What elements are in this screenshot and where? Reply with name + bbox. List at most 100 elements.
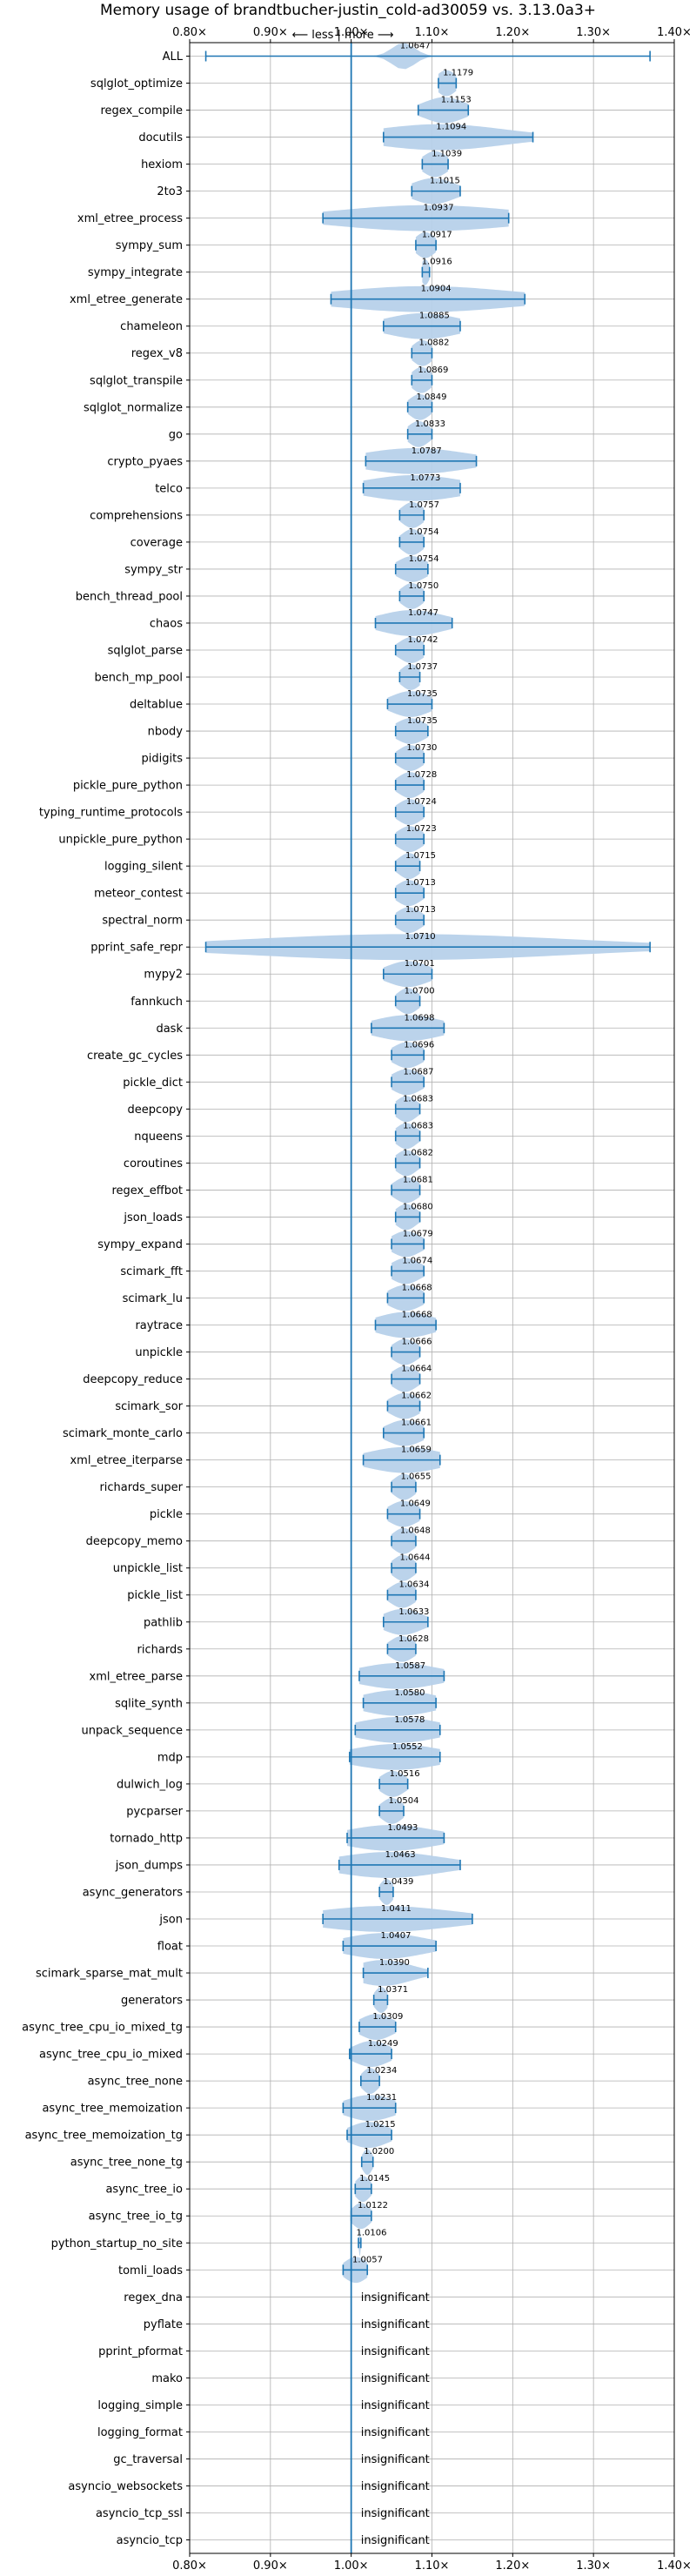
x-tick-label-top: 0.90× bbox=[253, 26, 288, 39]
category-label: float bbox=[157, 1941, 183, 1954]
value-label: 1.0057 bbox=[352, 2255, 383, 2264]
category-label: typing_runtime_protocols bbox=[39, 807, 183, 820]
value-label: 1.0730 bbox=[406, 743, 437, 753]
category-label: async_tree_cpu_io_mixed_tg bbox=[22, 2022, 183, 2035]
category-label: sqlglot_normalize bbox=[84, 401, 183, 414]
insignificant-label: insignificant bbox=[361, 2480, 430, 2493]
category-label: pprint_pformat bbox=[98, 2345, 183, 2358]
category-label: dask bbox=[156, 1023, 183, 1036]
insignificant-label: insignificant bbox=[361, 2507, 430, 2520]
x-tick-label-top: 1.00× bbox=[334, 26, 369, 39]
category-label: async_tree_memoization_tg bbox=[25, 2130, 183, 2143]
category-label: scimark_monte_carlo bbox=[63, 1427, 183, 1440]
value-label: 1.0849 bbox=[416, 392, 446, 402]
category-label: sympy_integrate bbox=[88, 266, 183, 279]
category-label: richards_super bbox=[99, 1481, 183, 1494]
x-tick-label-top: 1.20× bbox=[495, 26, 530, 39]
value-label: 1.0145 bbox=[359, 2174, 390, 2184]
value-label: 1.0516 bbox=[390, 1769, 420, 1779]
category-label: sympy_expand bbox=[97, 1238, 183, 1251]
category-label: sqlglot_parse bbox=[108, 644, 183, 657]
value-label: 1.0787 bbox=[412, 446, 442, 456]
value-label: 1.0747 bbox=[408, 608, 438, 618]
value-label: 1.0578 bbox=[394, 1715, 425, 1725]
value-label: 1.0710 bbox=[405, 932, 436, 942]
category-label: async_tree_none_tg bbox=[70, 2157, 183, 2170]
category-label: dulwich_log bbox=[117, 1778, 183, 1791]
value-label: 1.0869 bbox=[418, 366, 448, 375]
chart-title: Memory usage of brandtbucher-justin_cold… bbox=[100, 2, 596, 19]
insignificant-label: insignificant bbox=[361, 2399, 430, 2412]
value-label: 1.0682 bbox=[403, 1148, 433, 1157]
value-label: 1.0668 bbox=[402, 1311, 432, 1320]
label-layer: 0.80× 0.80× 0.90× 0.90× 1.00× 1.00× 1.10× 1.10×… bbox=[22, 26, 692, 2573]
category-label: xml_etree_iterparse bbox=[70, 1454, 183, 1467]
category-label: deepcopy_memo bbox=[86, 1535, 183, 1548]
value-label: 1.0647 bbox=[400, 42, 431, 51]
category-label: chaos bbox=[150, 617, 183, 630]
value-label: 1.0106 bbox=[357, 2228, 387, 2237]
category-label: unpickle bbox=[135, 1346, 183, 1359]
category-label: richards bbox=[137, 1643, 184, 1656]
value-label: 1.1094 bbox=[436, 123, 466, 132]
value-label: 1.0390 bbox=[379, 1958, 410, 1968]
category-label: pyflate bbox=[144, 2318, 183, 2331]
category-label: coroutines bbox=[124, 1157, 183, 1171]
category-label: 2to3 bbox=[157, 185, 183, 198]
value-label: 1.1179 bbox=[443, 69, 473, 78]
category-label: go bbox=[169, 428, 183, 441]
value-label: 1.0715 bbox=[405, 851, 436, 861]
value-label: 1.0701 bbox=[405, 959, 435, 969]
value-label: 1.0633 bbox=[398, 1607, 429, 1617]
insignificant-label: insignificant bbox=[361, 2453, 430, 2466]
category-label: hexiom bbox=[141, 158, 183, 171]
x-tick-label-bottom: 0.80× bbox=[172, 2559, 207, 2573]
category-label: scimark_sparse_mat_mult bbox=[36, 1968, 183, 1981]
x-tick-label-top: 1.40× bbox=[657, 26, 692, 39]
category-label: pickle bbox=[150, 1508, 183, 1521]
category-label: pathlib bbox=[144, 1616, 183, 1629]
category-label: spectral_norm bbox=[102, 915, 183, 928]
category-label: logging_format bbox=[97, 2426, 183, 2439]
value-label: 1.0885 bbox=[419, 312, 450, 321]
category-label: xml_etree_process bbox=[77, 212, 183, 225]
category-label: tornado_http bbox=[110, 1832, 183, 1845]
category-label: logging_simple bbox=[97, 2399, 183, 2412]
value-label: 1.0234 bbox=[366, 2066, 397, 2076]
category-label: scimark_sor bbox=[115, 1400, 183, 1413]
category-label: meteor_contest bbox=[94, 888, 183, 901]
category-label: regex_v8 bbox=[131, 347, 183, 360]
category-label: nbody bbox=[148, 726, 184, 739]
value-label: 1.0668 bbox=[402, 1284, 432, 1293]
category-label: telco bbox=[155, 482, 183, 495]
category-label: xml_etree_parse bbox=[90, 1670, 183, 1683]
value-label: 1.0754 bbox=[409, 554, 439, 564]
value-label: 1.0735 bbox=[407, 716, 438, 726]
value-label: 1.0644 bbox=[399, 1553, 430, 1563]
value-label: 1.0493 bbox=[387, 1823, 418, 1833]
category-label: fannkuch bbox=[130, 996, 183, 1009]
value-label: 1.0552 bbox=[392, 1742, 423, 1752]
category-label: mako bbox=[151, 2372, 183, 2385]
insignificant-label: insignificant bbox=[361, 2534, 430, 2547]
insignificant-label: insignificant bbox=[361, 2291, 430, 2304]
value-label: 1.0696 bbox=[404, 1040, 434, 1050]
x-tick-label-top: 1.30× bbox=[576, 26, 611, 39]
value-label: 1.0628 bbox=[398, 1634, 429, 1644]
value-label: 1.0728 bbox=[406, 770, 437, 780]
value-label: 1.0683 bbox=[403, 1121, 433, 1130]
category-label: json_loads bbox=[123, 1211, 183, 1224]
category-label: raytrace bbox=[135, 1319, 183, 1332]
x-tick-label-top: 0.80× bbox=[172, 26, 207, 39]
value-label: 1.0937 bbox=[424, 204, 454, 213]
category-label: sqlite_synth bbox=[115, 1697, 183, 1710]
value-label: 1.0679 bbox=[403, 1229, 433, 1238]
value-label: 1.0773 bbox=[410, 473, 440, 483]
category-label: deepcopy_reduce bbox=[83, 1373, 183, 1386]
value-label: 1.0681 bbox=[403, 1175, 433, 1184]
value-label: 1.0580 bbox=[395, 1688, 425, 1698]
category-label: sympy_str bbox=[124, 563, 183, 576]
category-label: pycparser bbox=[126, 1805, 183, 1818]
x-tick-label-bottom: 1.20× bbox=[495, 2559, 530, 2573]
